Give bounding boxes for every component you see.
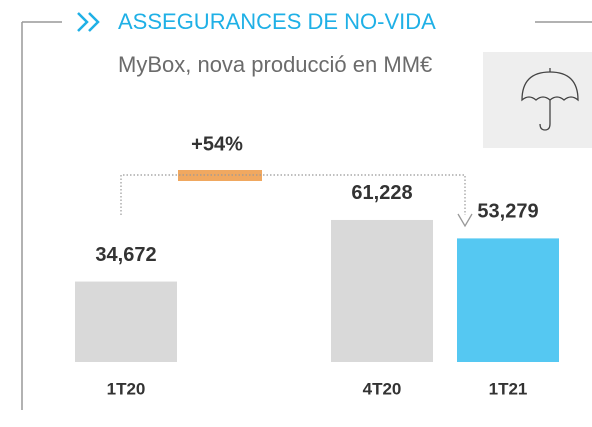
bar (331, 219, 433, 362)
bar (457, 238, 559, 362)
value-label: 61,228 (351, 182, 412, 204)
x-tick-label: 1T20 (107, 379, 146, 398)
annotation: +54% (191, 133, 243, 155)
x-tick-label: 4T20 (363, 379, 402, 398)
value-label: 34,672 (95, 244, 156, 266)
chart-title: ASSEGURANCES DE NO-VIDA (118, 9, 436, 34)
connector-arrow (457, 213, 473, 228)
growth-marker (178, 170, 262, 181)
connector (120, 174, 466, 215)
x-tick-label: 1T21 (489, 379, 528, 398)
value-label: 53,279 (477, 201, 538, 223)
subtitle: MyBox, nova producció en MM€ (118, 52, 433, 77)
icon-box (483, 52, 592, 148)
umbrella-icon (521, 68, 579, 131)
chevron-icon (77, 12, 100, 32)
bar (75, 281, 177, 362)
